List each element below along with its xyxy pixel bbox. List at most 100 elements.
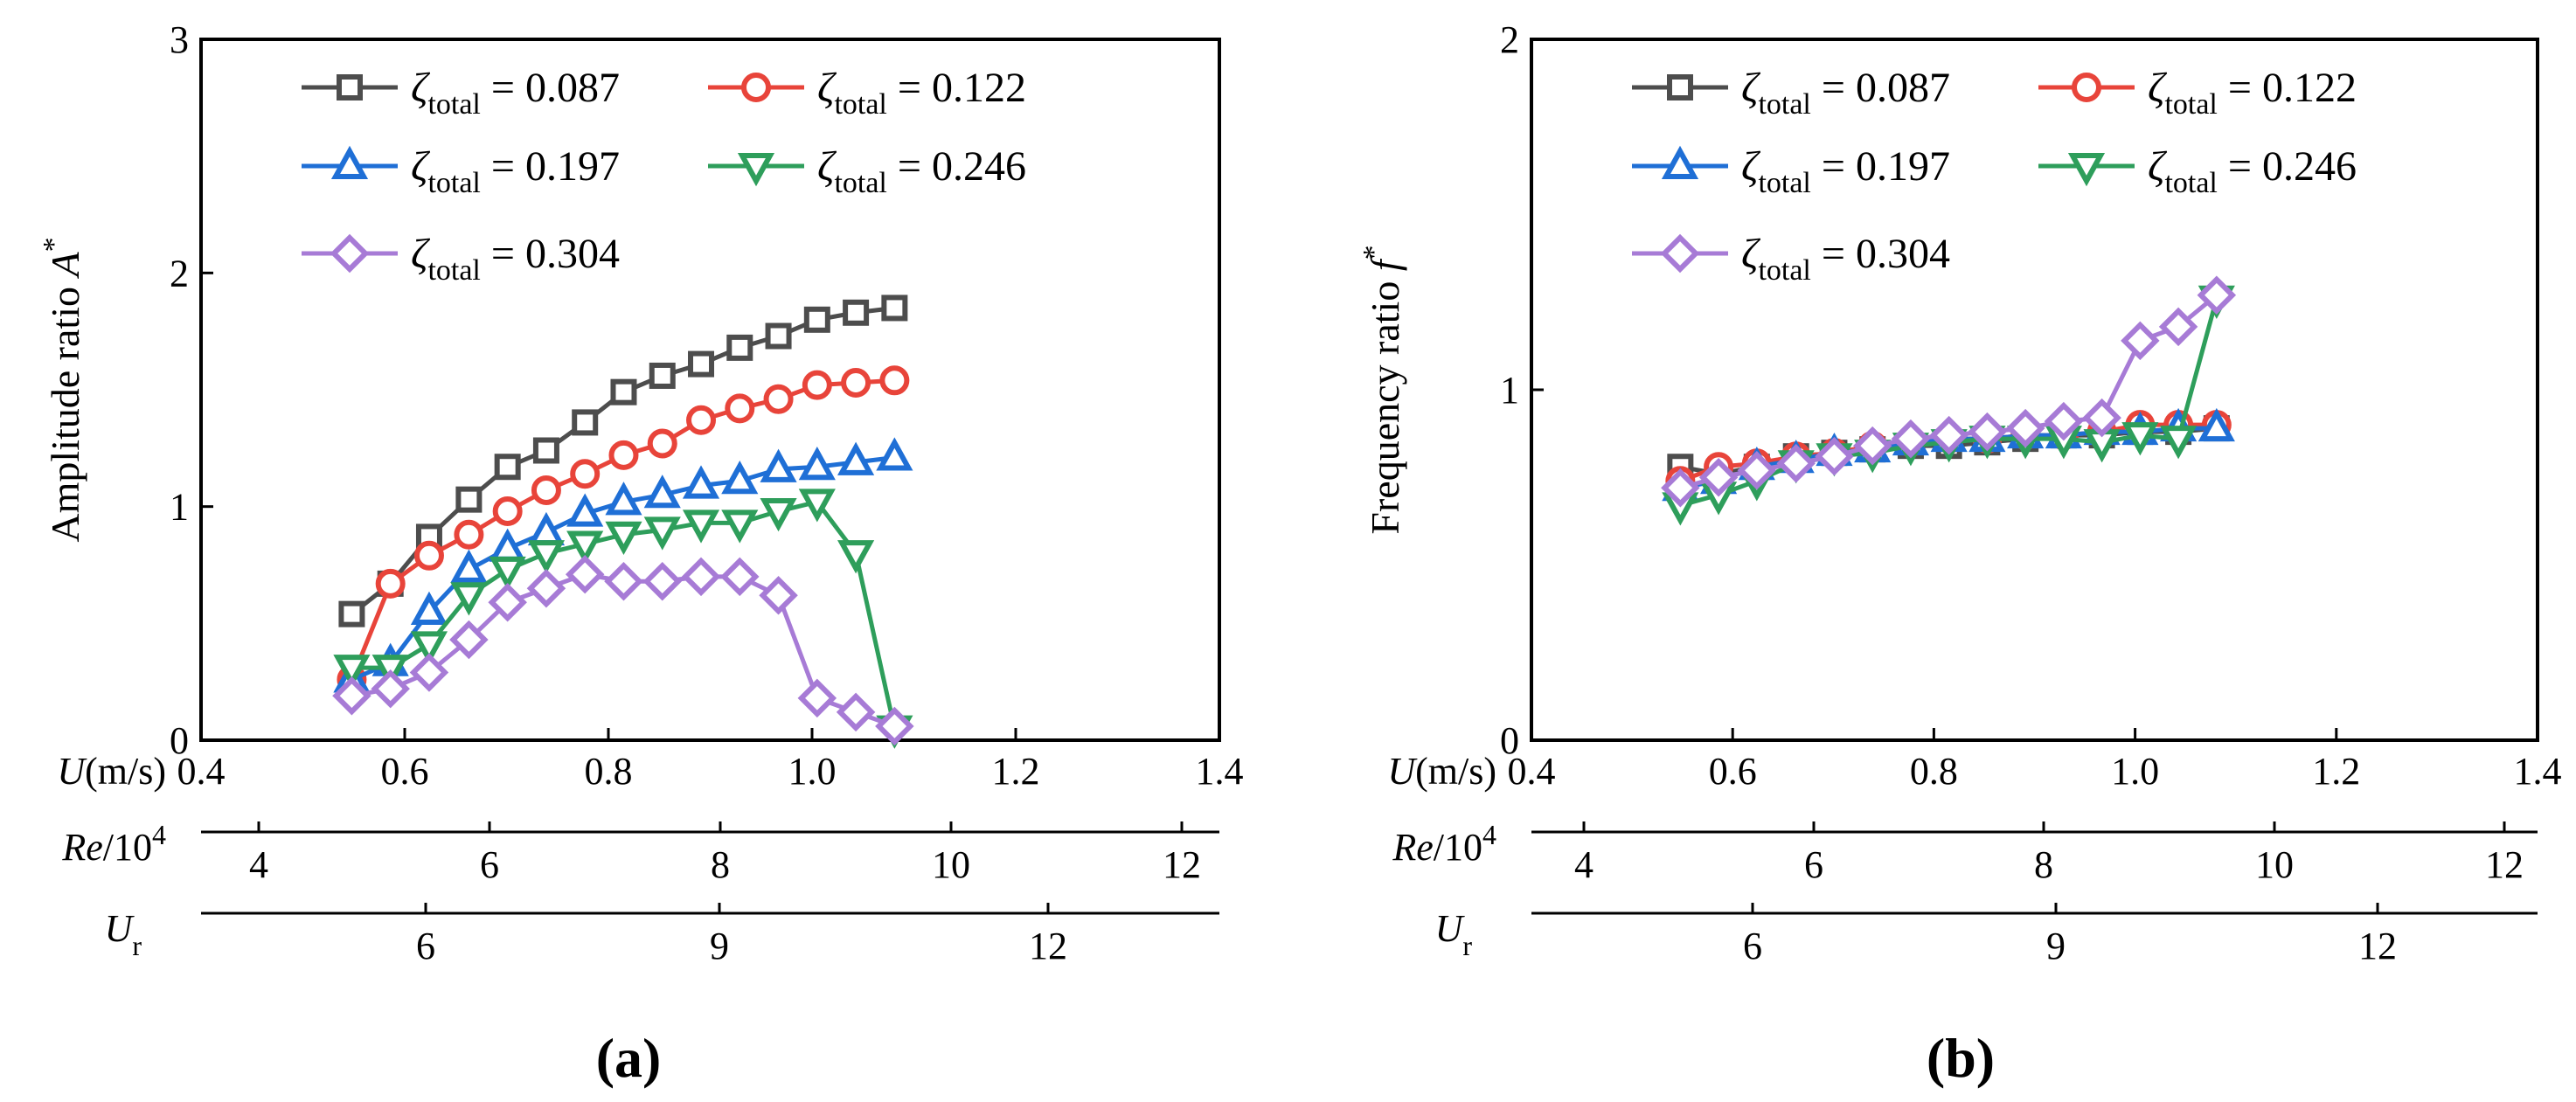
secondary-tick-label: 6 — [1743, 925, 1762, 967]
y-tick-label: 1 — [1500, 369, 1519, 412]
legend-zeta: ζ — [1741, 231, 1761, 277]
x-tick-label: 0.8 — [1910, 750, 1958, 793]
plot-frame — [1530, 38, 2539, 742]
plot-frame — [199, 38, 1221, 742]
legend-label: ζtotal = 0.246 — [817, 143, 1026, 199]
series-0.304 — [1661, 275, 2237, 508]
legend-equals: = — [887, 65, 932, 111]
data-point — [843, 299, 870, 326]
data-point — [681, 557, 721, 597]
data-point — [572, 409, 599, 436]
x-tick-label: 0.8 — [585, 750, 633, 793]
data-point — [1737, 450, 1777, 490]
legend-subscript: total — [427, 167, 480, 199]
data-point — [531, 475, 561, 505]
y-axis-label-superscript: * — [1357, 245, 1390, 260]
data-point — [2198, 407, 2235, 442]
secondary-tick-label: 10 — [932, 843, 970, 886]
legend-item-0.304: ζtotal = 0.304 — [302, 231, 620, 287]
x-tick-label: 0.6 — [381, 750, 429, 793]
data-point — [647, 428, 677, 459]
y-tick-label: 1 — [170, 486, 189, 529]
legend-equals: = — [887, 143, 932, 190]
data-point — [760, 498, 797, 532]
data-point — [837, 441, 875, 475]
data-point — [726, 334, 753, 361]
legend-equals: = — [2218, 65, 2262, 111]
data-point — [720, 557, 760, 597]
data-point — [763, 384, 794, 414]
secondary-tick-label: 10 — [2255, 843, 2294, 886]
series-0.246 — [333, 489, 913, 749]
x-axis-label-u-unit: (m/s) — [85, 750, 166, 793]
legend-subscript: total — [834, 88, 886, 121]
x-tick-label: 1.2 — [992, 750, 1040, 793]
legend-equals: = — [1811, 65, 1856, 111]
axis-label-ur-sub: r — [1462, 930, 1472, 961]
data-point — [605, 521, 642, 555]
data-point — [2121, 321, 2160, 361]
panel-label-open: ( — [1927, 1027, 1945, 1089]
data-point — [725, 393, 755, 424]
legend-value: 0.304 — [1856, 231, 1950, 277]
data-point — [682, 509, 720, 544]
data-point — [682, 465, 720, 499]
data-point — [875, 706, 914, 746]
y-axis-label-text: Frequency ratio — [1363, 271, 1407, 534]
legend-marker — [1667, 74, 1693, 100]
legend-label: ζtotal = 0.197 — [1741, 143, 1950, 199]
data-point — [527, 540, 566, 574]
legend-subscript: total — [1758, 88, 1810, 121]
legend-zeta: ζ — [2148, 65, 2168, 111]
y-axis-label: Frequency ratio f* — [1357, 245, 1407, 534]
x-tick-label: 0.6 — [1709, 750, 1757, 793]
x-tick-label: 1.0 — [2111, 750, 2159, 793]
data-point — [2158, 307, 2198, 347]
legend-item-0.246: ζtotal = 0.246 — [708, 143, 1026, 199]
panel-label-close: ) — [1976, 1027, 1995, 1089]
x-axis-label-u-symbol: U — [57, 750, 87, 793]
legend-marker — [330, 233, 370, 274]
legend-zeta: ζ — [411, 65, 431, 111]
axis-label-re-unit: /10 — [103, 826, 152, 869]
x-tick-label: 1.4 — [1196, 750, 1244, 793]
axis-label-re-symbol: Re — [1392, 826, 1433, 869]
axis-label-ur-symbol: U — [105, 907, 135, 950]
x-tick-label: 0.4 — [177, 750, 226, 793]
legend-subscript: total — [1758, 167, 1810, 199]
y-axis-label-superscript: * — [38, 237, 70, 252]
data-point — [2197, 275, 2237, 315]
x-axis-label-u-unit: (m/s) — [1415, 750, 1496, 793]
legend-label: ζtotal = 0.122 — [817, 65, 1026, 121]
y-tick-label: 0 — [1500, 719, 1519, 762]
data-point — [566, 493, 604, 527]
data-point — [492, 496, 523, 527]
secondary-tick-label: 12 — [1163, 843, 1201, 886]
data-point — [454, 519, 484, 550]
x-tick-label: 1.0 — [788, 750, 837, 793]
data-point — [604, 561, 643, 601]
legend-value: 0.122 — [932, 65, 1026, 111]
legend-equals: = — [1811, 231, 1856, 277]
data-point — [489, 556, 526, 591]
data-point — [449, 620, 489, 660]
data-point — [375, 568, 406, 599]
axis-label-re: Re/104 — [61, 819, 166, 869]
data-point — [1698, 458, 1739, 497]
legend-value: 0.122 — [2262, 65, 2357, 111]
axis-label-re-symbol: Re — [61, 826, 102, 869]
data-point — [610, 378, 637, 405]
data-point — [802, 370, 832, 400]
data-point — [837, 540, 875, 574]
data-point — [879, 365, 910, 396]
secondary-tick-label: 4 — [1574, 843, 1594, 886]
legend-zeta: ζ — [817, 143, 837, 190]
secondary-tick-label: 6 — [480, 843, 499, 886]
panel-label-close: ) — [642, 1027, 661, 1089]
legend-equals: = — [481, 65, 525, 111]
legend-equals: = — [2218, 143, 2262, 190]
data-point — [565, 554, 605, 594]
x-tick-label: 1.2 — [2312, 750, 2360, 793]
